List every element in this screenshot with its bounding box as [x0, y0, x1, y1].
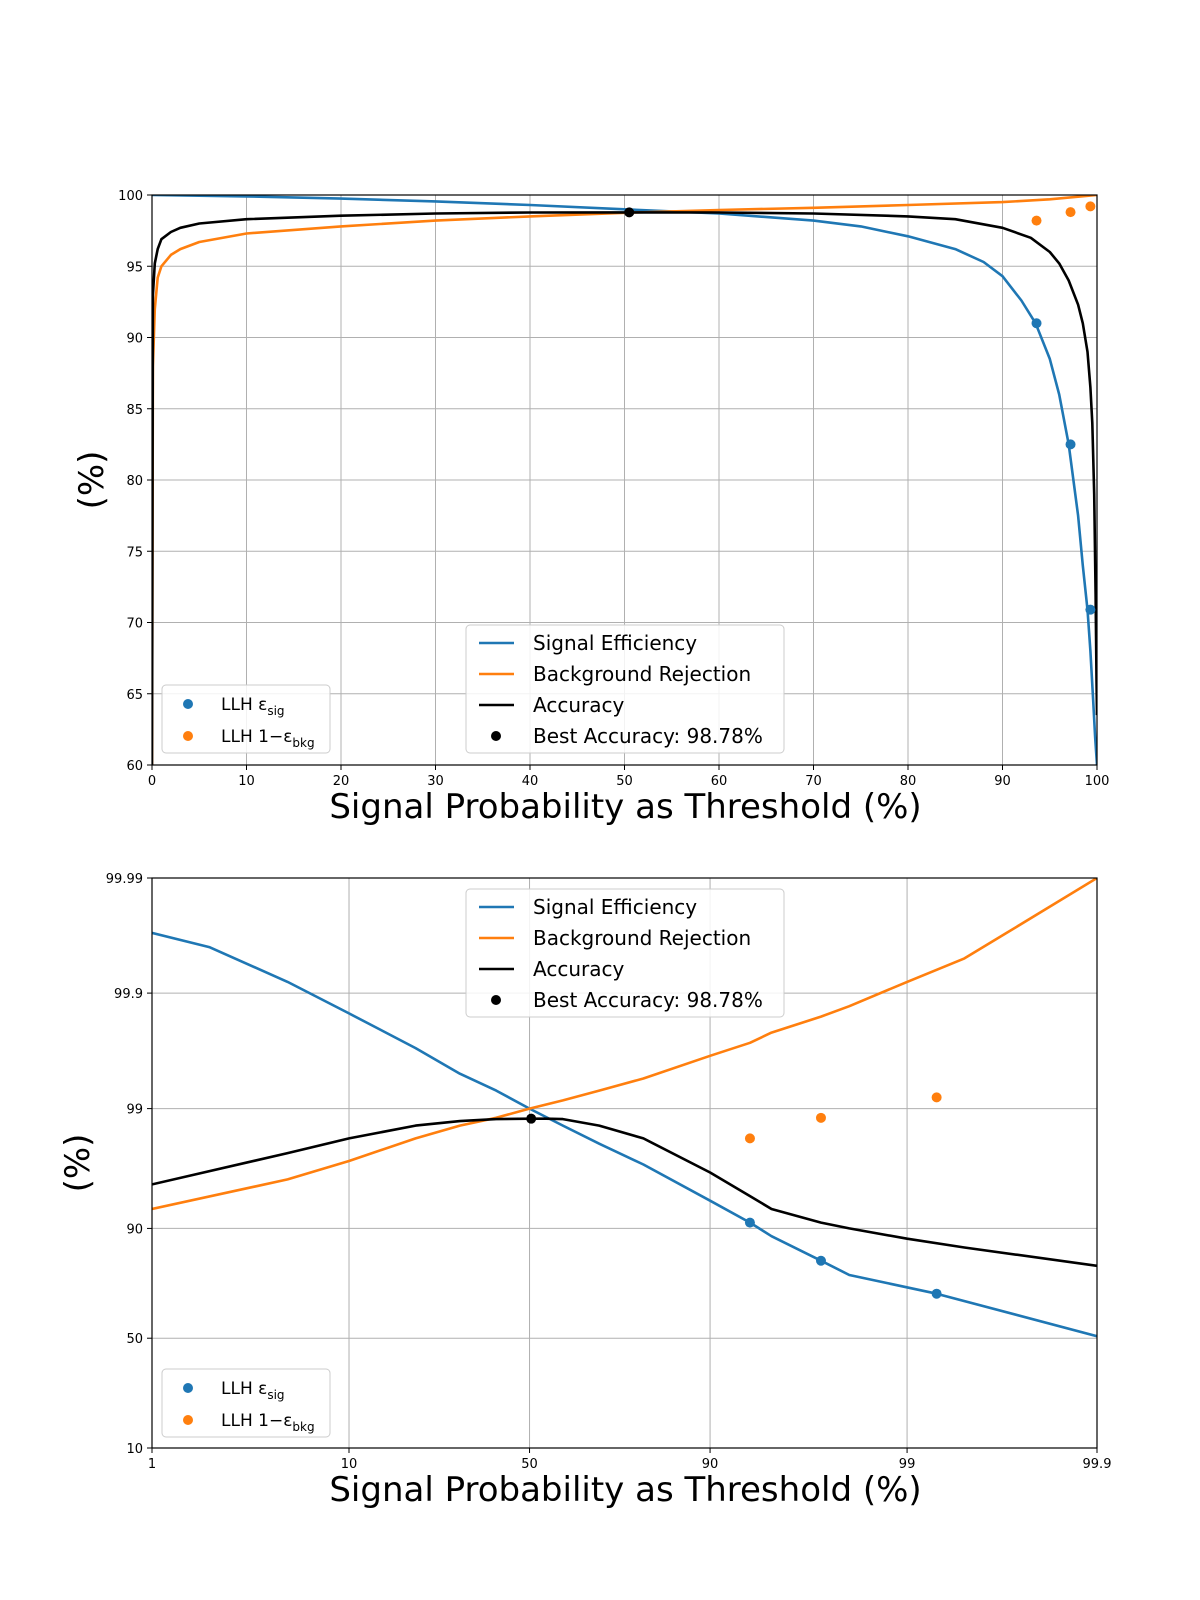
y-tick-label: 100	[118, 189, 143, 204]
legend-background-rejection-label: Background Rejection	[533, 662, 751, 686]
legend-background-rejection-label: Background Rejection	[533, 926, 751, 950]
y-tick-label: 99	[126, 1103, 143, 1118]
x-tick-label: 50	[616, 774, 633, 789]
llh-signal-point	[1065, 439, 1076, 450]
legend-best-accuracy-swatch	[491, 731, 501, 741]
accuracy-line	[152, 211, 1097, 765]
axes-frame	[151, 877, 1098, 1449]
llh-background-point	[931, 1092, 942, 1103]
y-tick-label: 65	[126, 688, 143, 703]
x-tick-label: 10	[341, 1457, 358, 1472]
x-tick-label: 0	[148, 774, 156, 789]
legend-llh-background-swatch	[183, 1415, 193, 1425]
x-tick-label: 30	[427, 774, 444, 789]
main-legend-box	[465, 888, 785, 1018]
y-tick-label: 99.9	[114, 987, 143, 1002]
llh-signal-point	[1085, 604, 1096, 615]
y-tick-label: 95	[126, 260, 143, 275]
llh-legend-box	[161, 684, 331, 754]
legend-llh-background-swatch	[183, 731, 193, 741]
y-axis-label: (%)	[72, 451, 112, 510]
x-tick-label: 1	[148, 1457, 156, 1472]
logit-threshold-plot: 1 10 50 90 99 99.9 10 50 90 99 99.9 99.99 Signal Pro…	[58, 872, 1111, 1510]
x-tick-label: 99	[899, 1457, 916, 1472]
llh-signal-point	[1031, 318, 1042, 329]
x-tick-label: 100	[1085, 774, 1110, 789]
x-axis-label: Signal Probability as Threshold (%)	[329, 787, 921, 827]
best-accuracy-point	[526, 1113, 537, 1124]
x-axis-label: Signal Probability as Threshold (%)	[329, 1470, 921, 1510]
main-legend: Signal Efficiency Background Rejection Acc…	[465, 888, 785, 1018]
y-axis-label: (%)	[58, 1134, 98, 1193]
y-tick-label: 80	[126, 474, 143, 489]
signal-efficiency-line	[152, 195, 1097, 765]
legend-best-accuracy-98-78-label: Best Accuracy: 98.78%	[533, 988, 763, 1012]
legend-best-accuracy-swatch	[491, 995, 501, 1005]
x-tick-label: 40	[522, 774, 539, 789]
y-tick-label: 99.99	[106, 872, 143, 887]
y-tick-label: 10	[126, 1442, 143, 1457]
legend-llh-background-label: LLH 1−εbkg	[221, 1411, 315, 1434]
signal-efficiency-line	[152, 931, 1097, 1338]
y-tick-label: 85	[126, 403, 143, 418]
y-tick-label: 60	[126, 759, 143, 774]
llh-background-point	[1031, 215, 1042, 226]
x-tick-label: 90	[994, 774, 1011, 789]
legend-accuracy-label: Accuracy	[533, 957, 624, 981]
legend-signal-efficiency-label: Signal Efficiency	[533, 631, 697, 655]
llh-background-point	[744, 1133, 755, 1144]
x-tick-label: 80	[900, 774, 917, 789]
llh-signal-point	[815, 1255, 826, 1266]
llh-signal-point	[931, 1288, 942, 1299]
llh-signal-point	[744, 1217, 755, 1228]
legend-llh-signal-swatch	[183, 699, 193, 709]
x-tick-label: 99.9	[1083, 1457, 1112, 1472]
plot-area	[152, 878, 1097, 1338]
y-tick-label: 90	[126, 332, 143, 347]
best-accuracy-point	[624, 207, 635, 218]
x-tick-label: 20	[333, 774, 350, 789]
plot-area	[152, 195, 1097, 765]
llh-background-point	[1065, 207, 1076, 218]
y-tick-label: 90	[126, 1222, 143, 1237]
x-tick-label: 60	[711, 774, 728, 789]
background-rejection-line	[152, 878, 1097, 1211]
y-tick-label: 70	[126, 617, 143, 632]
legend-accuracy-label: Accuracy	[533, 693, 624, 717]
x-tick-label: 10	[238, 774, 255, 789]
background-rejection-line	[152, 195, 1097, 765]
x-tick-label: 50	[521, 1457, 538, 1472]
y-tick-label: 50	[126, 1332, 143, 1347]
x-tick-label: 90	[702, 1457, 719, 1472]
linear-threshold-plot: 0 10 20 30 40 50 60 70 80 90 100 60 65 70 75 80 85 90 95 10…	[72, 189, 1109, 827]
legend-llh-signal-swatch	[183, 1383, 193, 1393]
y-tick-label: 75	[126, 545, 143, 560]
llh-legend-box	[161, 1368, 331, 1438]
llh-background-point	[815, 1112, 826, 1123]
legend-llh-background-label: LLH 1−εbkg	[221, 727, 315, 750]
main-legend: Signal Efficiency Background Rejection Acc…	[465, 624, 785, 754]
llh-background-point	[1085, 201, 1096, 212]
x-tick-label: 70	[805, 774, 822, 789]
accuracy-line	[152, 1117, 1097, 1268]
legend-best-accuracy-98-78-label: Best Accuracy: 98.78%	[533, 724, 763, 748]
main-legend-box	[465, 624, 785, 754]
legend-signal-efficiency-label: Signal Efficiency	[533, 895, 697, 919]
